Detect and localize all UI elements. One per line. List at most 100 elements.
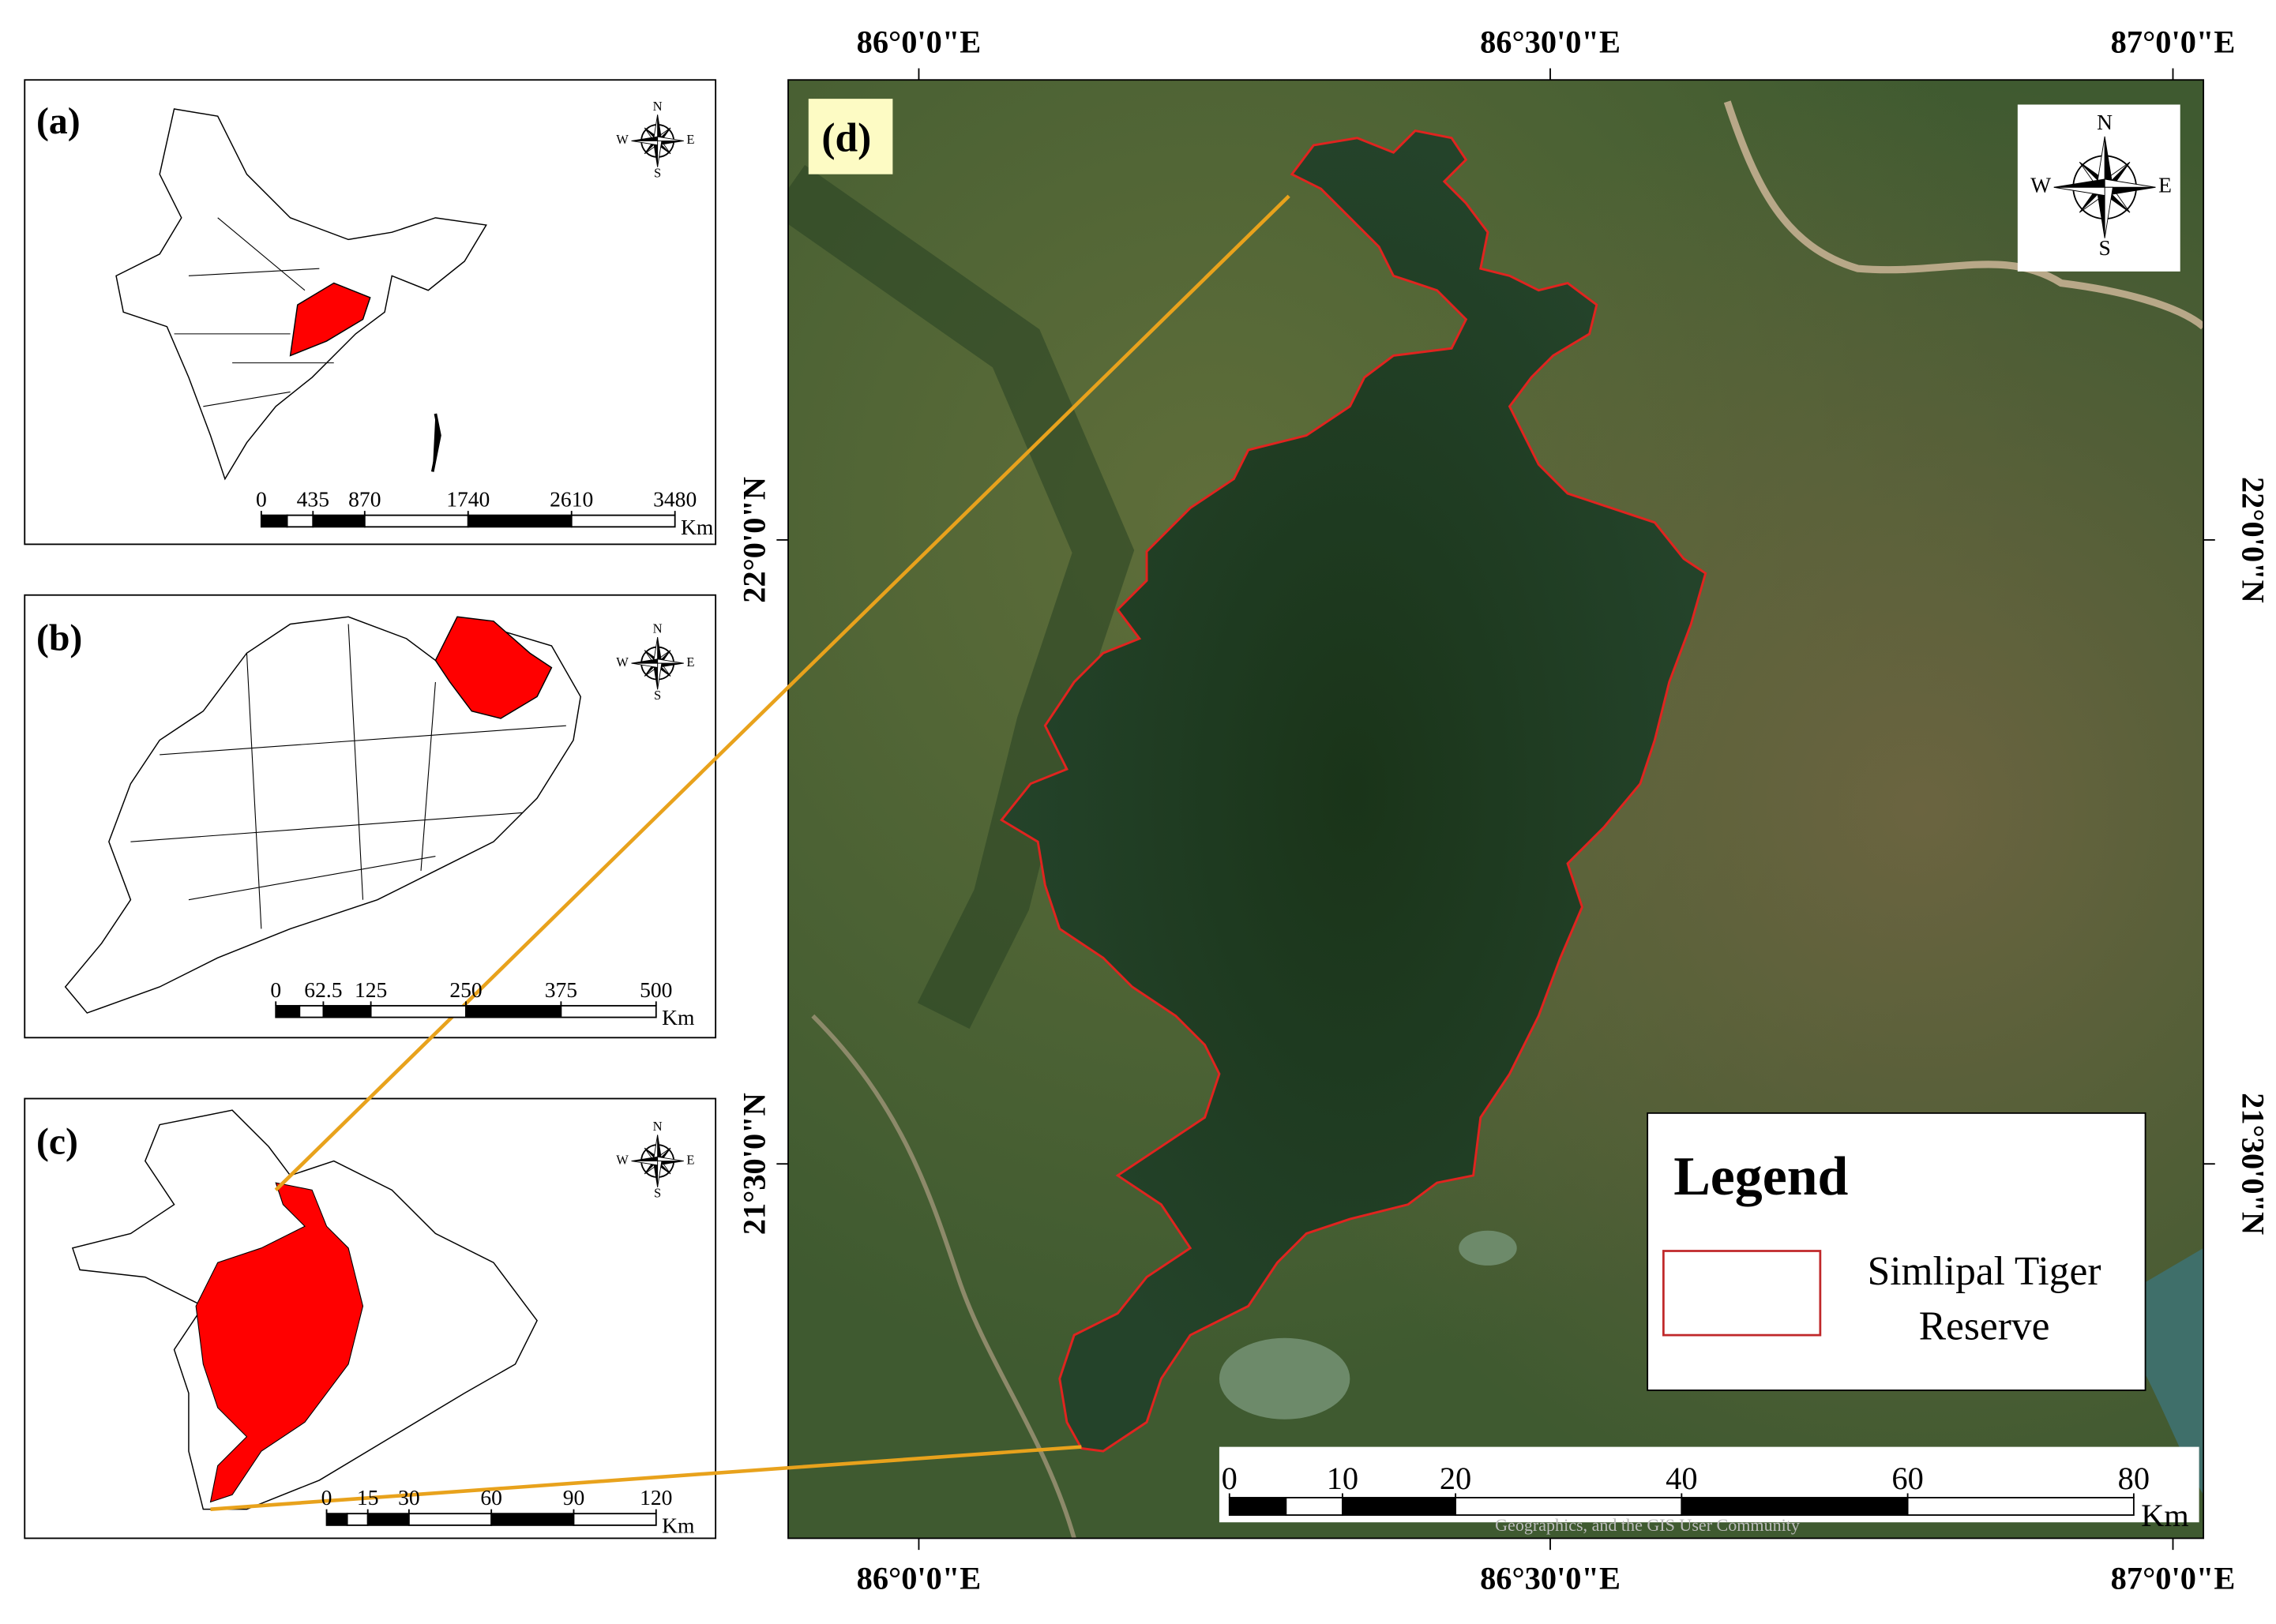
compass-letter: W — [616, 132, 629, 147]
longitude-label: 86°30'0"E — [1480, 24, 1621, 59]
scalebar-segment — [467, 514, 573, 528]
legend-item: Reserve — [1919, 1304, 2050, 1349]
state-boundaries — [174, 217, 334, 407]
scalebar-label: 870 — [348, 487, 381, 512]
scalebar-segment — [408, 1513, 493, 1526]
compass-letter: S — [2098, 235, 2110, 260]
scalebar-segment — [363, 514, 469, 528]
scalebar-label: 30 — [398, 1485, 420, 1510]
compass: N S E W — [616, 621, 694, 703]
compass-letter: S — [654, 165, 661, 180]
compass-letter: E — [686, 654, 694, 669]
compass-point — [2104, 186, 2113, 238]
scalebar-label: 375 — [545, 977, 577, 1002]
compass-letter: W — [616, 1152, 629, 1167]
map-frame — [787, 79, 2205, 1540]
scalebar-segment — [573, 1513, 657, 1526]
connector-line — [274, 194, 1290, 1191]
district-boundaries — [130, 624, 566, 929]
latitude-label: 21°30'0"N — [2236, 1093, 2271, 1235]
compass-letter: N — [653, 99, 663, 114]
scalebar-segment — [1455, 1497, 1683, 1516]
scalebar-label: 1740 — [446, 487, 490, 512]
compass-letter: E — [2158, 173, 2172, 197]
compass-letter: W — [616, 654, 629, 669]
compass-letter: N — [2097, 110, 2113, 134]
scalebar-label: 3480 — [653, 487, 697, 512]
compass-point — [2053, 186, 2105, 197]
compass-letter: E — [686, 132, 694, 147]
scalebar-label: 435 — [297, 487, 329, 512]
compass-letter: W — [2030, 173, 2051, 197]
scalebar-segment — [560, 1004, 657, 1018]
scalebar-segment — [322, 1004, 372, 1018]
compass-point — [631, 662, 659, 668]
scalebar-label: 15 — [357, 1485, 379, 1510]
scalebar-segment — [366, 1513, 410, 1526]
compass: N S E W — [2030, 110, 2172, 260]
scalebar-segment — [325, 1513, 348, 1526]
latitude-label: 21°30'0"N — [737, 1093, 772, 1235]
reservoir — [1459, 1230, 1517, 1266]
panel-label: (c) — [36, 1120, 78, 1162]
scalebar-segment — [260, 514, 288, 528]
scalebar-label: 2610 — [550, 487, 593, 512]
reservoir — [1219, 1337, 1350, 1420]
compass-point — [631, 140, 659, 146]
latitude-label: 22°0'0"N — [737, 477, 772, 603]
label-box — [808, 99, 893, 174]
compass-letter: S — [654, 688, 661, 703]
india-outline — [115, 108, 487, 481]
scalebar-unit: Km — [662, 1513, 695, 1538]
scalebar-segment — [1342, 1497, 1456, 1516]
connector-line — [210, 1445, 1082, 1511]
scalebar-segment — [490, 1513, 575, 1526]
odisha-highlight — [289, 282, 371, 357]
scalebar-label: 250 — [449, 977, 482, 1002]
legend-item: Simlipal Tiger — [1868, 1249, 2101, 1294]
scalebar-segment — [570, 514, 676, 528]
scalebar-label: 10 — [1327, 1461, 1358, 1496]
scalebar-label: 120 — [640, 1485, 672, 1510]
reserve-boundary — [1000, 129, 1707, 1453]
scalebar-label: 80 — [2118, 1461, 2150, 1496]
river — [1723, 100, 2204, 330]
islands — [430, 413, 441, 472]
district-highlight — [434, 616, 553, 719]
compass-point — [657, 140, 663, 167]
compass-letter: E — [686, 1152, 694, 1167]
compass-letter: N — [653, 621, 663, 636]
scalebar-segment — [312, 514, 366, 528]
scalebar-segment — [299, 1004, 325, 1018]
scalebar-segment — [1681, 1497, 1909, 1516]
compass-point — [657, 662, 663, 690]
scalebar-segment — [465, 1004, 562, 1018]
compass-letter: N — [653, 1119, 663, 1134]
scalebar-label: 0 — [1222, 1461, 1238, 1496]
scalebar-segment — [370, 1004, 467, 1018]
scalebar-label: 0 — [256, 487, 267, 512]
scalebar-segment — [346, 1513, 369, 1526]
attribution: Geographics, and the GIS User Community — [1495, 1515, 1800, 1535]
scalebar-segment — [1906, 1497, 2135, 1516]
scalebar-label: 0 — [270, 977, 281, 1002]
latitude-label: 22°0'0"N — [2236, 477, 2271, 603]
compass-letter: S — [654, 1186, 661, 1201]
scalebar-label: 90 — [563, 1485, 585, 1510]
scalebar-unit: Km — [681, 515, 714, 539]
compass-point — [631, 1161, 659, 1166]
longitude-label: 86°0'0"E — [857, 24, 982, 59]
compass-point — [657, 1161, 663, 1187]
scalebar-segment — [275, 1004, 301, 1018]
longitude-label: 86°30'0"E — [1480, 1561, 1621, 1596]
legend-swatch — [1662, 1250, 1822, 1337]
panel-label: (a) — [36, 100, 81, 142]
scalebar-segment — [1228, 1497, 1287, 1516]
scalebar-label: 62.5 — [304, 977, 342, 1002]
legend-title: Legend — [1673, 1146, 1848, 1207]
scalebar-label: 60 — [480, 1485, 502, 1510]
scalebar-label: 500 — [640, 977, 672, 1002]
scalebar-label: 40 — [1666, 1461, 1697, 1496]
scalebar-unit: Km — [662, 1005, 695, 1030]
